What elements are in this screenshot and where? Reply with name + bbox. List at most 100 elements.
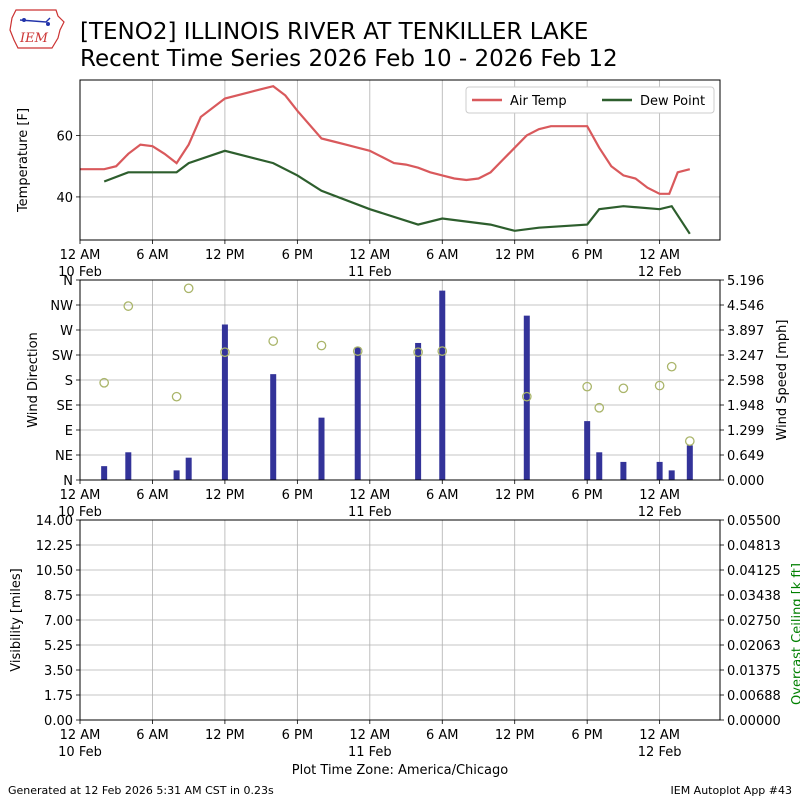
x-tick-label: 12 PM	[495, 488, 535, 503]
x-tick-date-label: 11 Feb	[348, 505, 392, 520]
wind-speed-bar	[686, 445, 693, 480]
chart-title-line-2: Recent Time Series 2026 Feb 10 - 2026 Fe…	[80, 46, 618, 72]
x-tick-label: 6 AM	[136, 248, 169, 263]
y-tick-label: N	[63, 474, 73, 489]
x-tick-label: 6 PM	[282, 488, 313, 503]
x-tick-date-label: 12 Feb	[638, 265, 682, 280]
x-tick-label: 12 AM	[639, 488, 680, 503]
x-tick-label: 12 AM	[60, 248, 101, 263]
wind-speed-bar	[439, 290, 446, 480]
y-tick-label: 3.50	[44, 664, 73, 679]
y2-tick-label: 0.05500	[727, 514, 781, 529]
visibility-panel-frame	[79, 519, 721, 721]
logo-text: IEM	[19, 31, 49, 46]
x-tick-label: 12 AM	[639, 728, 680, 743]
wind-speed-bar	[354, 347, 361, 480]
x-tick-date-label: 10 Feb	[58, 505, 102, 520]
y-tick-label: 10.50	[36, 564, 73, 579]
y2-tick-label: 0.04125	[727, 564, 781, 579]
wind-speed-bar	[523, 315, 530, 480]
y2-axis-label-ceiling: Overcast Ceiling [k ft]	[790, 563, 800, 705]
wind-direction-point	[654, 380, 665, 391]
wind-speed-bar	[415, 342, 422, 480]
wind-speed-bar	[101, 466, 108, 480]
y-tick-label: S	[65, 374, 73, 389]
y-tick-label: 1.75	[44, 689, 73, 704]
wind-direction-point	[521, 391, 532, 402]
y2-tick-label: 0.649	[727, 449, 764, 464]
wind-direction-point	[666, 361, 677, 372]
generated-timestamp: Generated at 12 Feb 2026 5:31 AM CST in …	[8, 784, 274, 797]
y2-tick-label: 0.02063	[727, 639, 781, 654]
y-tick-label: 5.25	[44, 639, 73, 654]
x-tick-date-label: 10 Feb	[58, 265, 102, 280]
y-tick-label: 8.75	[44, 589, 73, 604]
x-tick-label: 6 AM	[136, 488, 169, 503]
wind-direction-point	[99, 377, 110, 388]
wind-direction-point	[582, 381, 593, 392]
y2-tick-label: 0.00000	[727, 714, 781, 729]
wind-direction-point	[413, 347, 423, 358]
y2-tick-label: 0.02750	[727, 614, 781, 629]
x-tick-date-label: 12 Feb	[638, 505, 682, 520]
wind-panel-frame	[79, 279, 721, 481]
y2-axis-label-wind-speed: Wind Speed [mph]	[775, 320, 790, 441]
y-axis-label-wind-direction: Wind Direction	[26, 332, 41, 428]
x-tick-label: 6 AM	[426, 728, 459, 743]
x-tick-date-label: 10 Feb	[58, 745, 102, 760]
y2-tick-label: 0.01375	[727, 664, 781, 679]
wind-direction-point	[123, 301, 134, 311]
y-axis-label-temperature: Temperature [F]	[16, 108, 31, 213]
y-tick-label: W	[60, 324, 73, 339]
y-tick-label: NE	[55, 449, 73, 464]
y2-tick-label: 5.196	[727, 274, 764, 289]
wind-speed-bar	[185, 457, 192, 480]
y-tick-label: 0.00	[44, 714, 73, 729]
x-tick-label: 12 AM	[639, 248, 680, 263]
x-tick-label: 6 PM	[571, 488, 602, 503]
x-tick-label: 12 PM	[205, 728, 245, 743]
x-tick-label: 12 AM	[349, 488, 390, 503]
wind-speed-bar	[221, 324, 228, 480]
wind-speed-bar	[656, 461, 663, 480]
x-tick-label: 12 AM	[60, 488, 101, 503]
wind-speed-bar	[270, 374, 277, 480]
y-tick-label: 40	[56, 191, 73, 206]
x-tick-label: 12 AM	[349, 728, 390, 743]
x-tick-label: 12 PM	[495, 248, 535, 263]
x-tick-date-label: 11 Feb	[348, 265, 392, 280]
y2-tick-label: 0.03438	[727, 589, 781, 604]
app-label: IEM Autoplot App #43	[670, 784, 793, 797]
wind-direction-point	[220, 347, 230, 358]
series-line-dew-point	[103, 149, 691, 235]
wind-speed-bar	[596, 452, 603, 480]
y2-tick-label: 4.546	[727, 299, 764, 314]
wind-direction-point	[183, 283, 194, 294]
x-tick-label: 6 AM	[426, 248, 459, 263]
y-tick-label: 60	[56, 129, 73, 144]
x-tick-label: 6 AM	[426, 488, 459, 503]
legend-entry: Air Temp	[510, 94, 567, 109]
x-tick-label: 6 PM	[571, 728, 602, 743]
y-tick-label: 14.00	[36, 514, 73, 529]
wind-speed-bar	[668, 470, 675, 480]
legend-entry: Dew Point	[640, 94, 705, 109]
y2-tick-label: 0.000	[727, 474, 764, 489]
y2-tick-label: 1.299	[727, 424, 764, 439]
iem-logo: IEM	[9, 9, 65, 49]
x-tick-label: 12 PM	[495, 728, 535, 743]
y2-tick-label: 3.897	[727, 324, 764, 339]
y-tick-label: N	[63, 274, 73, 289]
y2-tick-label: 2.598	[727, 374, 764, 389]
x-tick-date-label: 12 Feb	[638, 745, 682, 760]
wind-speed-bar	[318, 417, 325, 480]
legend-box	[465, 86, 715, 114]
wind-direction-point	[684, 436, 695, 446]
x-tick-label: 6 PM	[571, 248, 602, 263]
wind-direction-point	[618, 383, 629, 394]
x-tick-label: 12 PM	[205, 248, 245, 263]
x-tick-date-label: 11 Feb	[348, 745, 392, 760]
wind-speed-bar	[620, 461, 627, 480]
y-tick-label: SW	[52, 349, 73, 364]
